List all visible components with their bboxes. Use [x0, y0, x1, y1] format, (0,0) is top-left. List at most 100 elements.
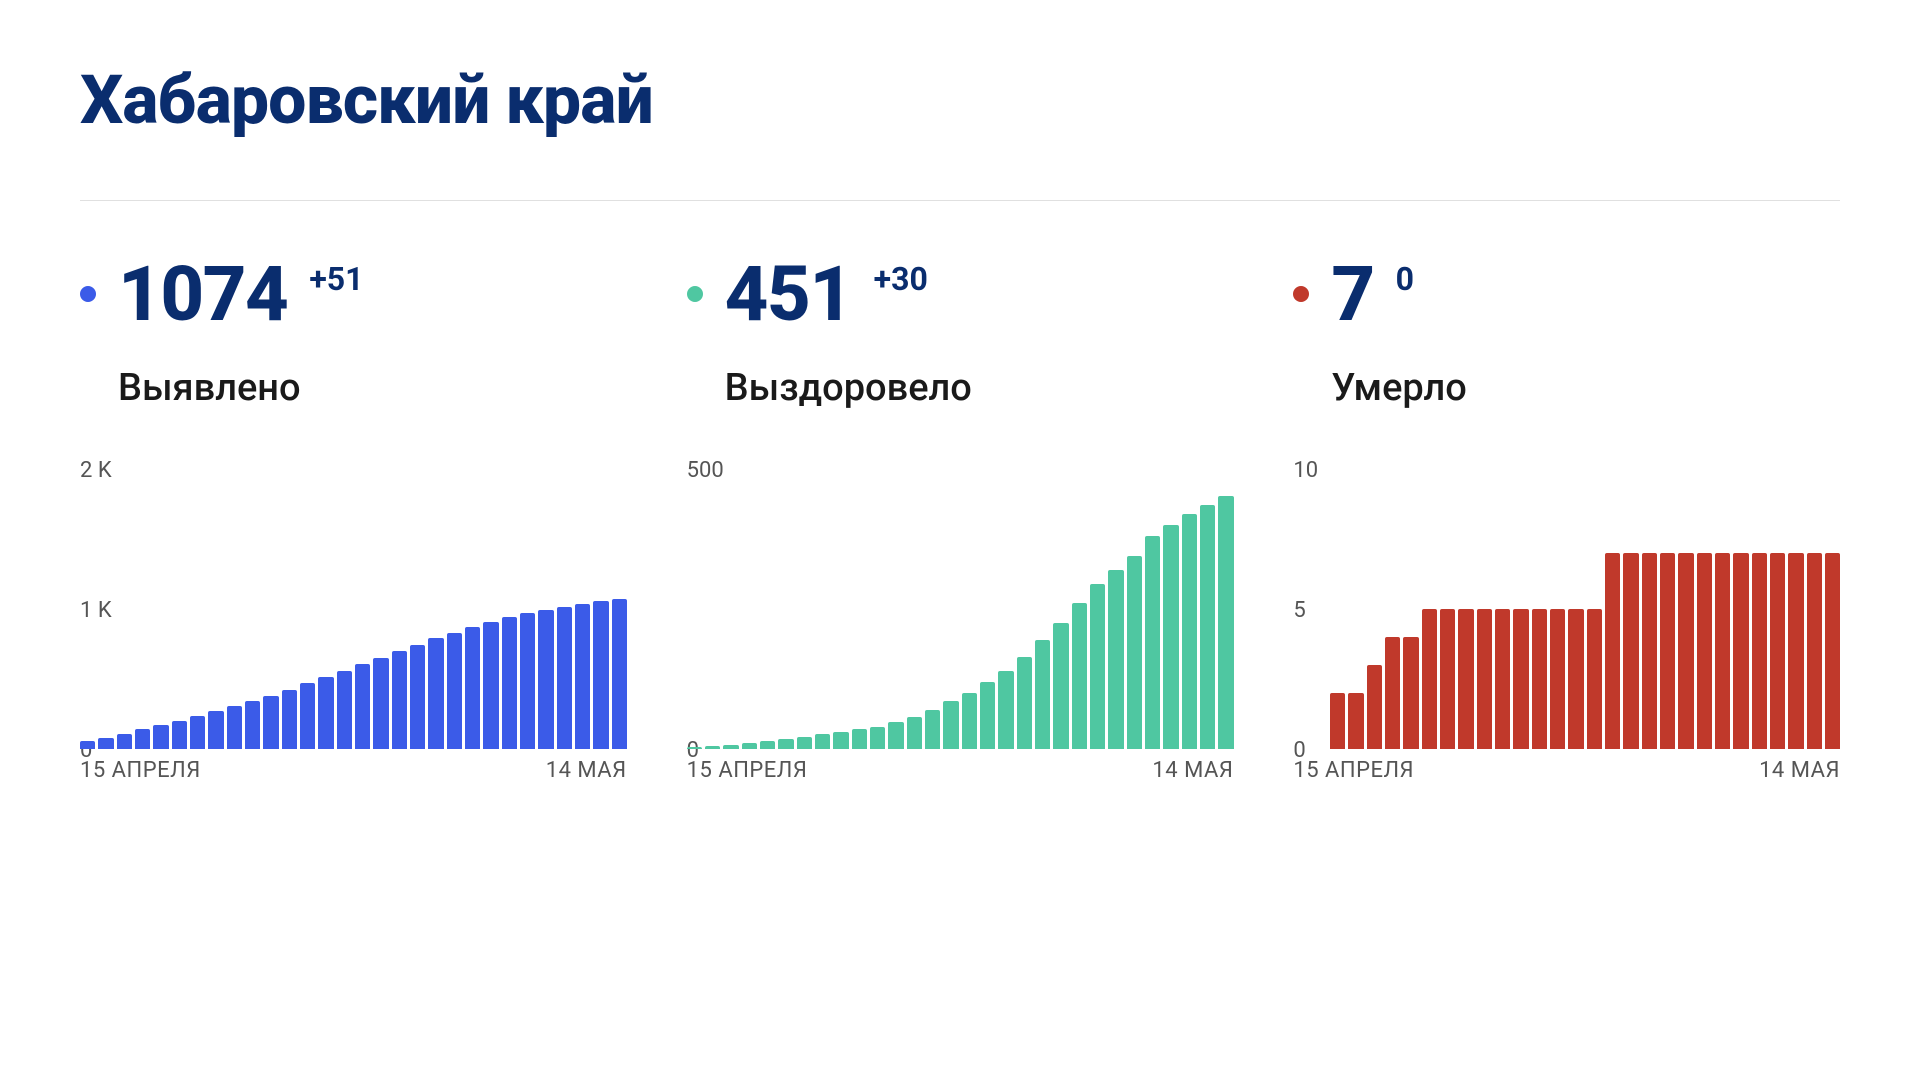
bar — [1090, 584, 1105, 749]
bar — [80, 741, 95, 749]
bar — [742, 743, 757, 749]
dot-icon — [80, 286, 96, 302]
bar — [593, 601, 608, 749]
chart-detected: 01 K2 K15 АПРЕЛЯ14 МАЯ — [80, 470, 627, 800]
metric-header: 451+30 — [687, 256, 1234, 332]
bar — [1697, 553, 1712, 749]
bar — [1660, 553, 1675, 749]
bar — [1367, 665, 1382, 749]
bar — [300, 683, 315, 749]
bar — [852, 729, 867, 749]
bar — [428, 638, 443, 749]
bar — [575, 604, 590, 749]
bar — [1550, 609, 1565, 749]
bar — [1440, 609, 1455, 749]
bar — [1605, 553, 1620, 749]
bar — [520, 613, 535, 749]
divider — [80, 200, 1840, 201]
bar — [797, 737, 812, 749]
bar — [447, 633, 462, 749]
bar — [760, 741, 775, 749]
dot-icon — [1293, 286, 1309, 302]
bar — [190, 716, 205, 749]
bar — [778, 739, 793, 749]
metric-label: Выявлено — [118, 366, 627, 410]
xaxis-end-label: 14 МАЯ — [1759, 758, 1840, 783]
xaxis: 15 АПРЕЛЯ 14 МАЯ — [687, 758, 1234, 783]
bar — [1807, 553, 1822, 749]
bar — [1770, 553, 1785, 749]
metrics-row: 1074 +51 Выявлено 01 K2 K15 АПРЕЛЯ14 МАЯ 451… — [80, 256, 1840, 800]
xaxis-end-label: 14 МАЯ — [546, 758, 627, 783]
bar — [1127, 556, 1142, 749]
metric-value: 7 — [1331, 256, 1373, 332]
bar — [98, 738, 113, 749]
bar — [1477, 609, 1492, 749]
bar — [962, 693, 977, 749]
bar — [925, 710, 940, 749]
metric-header: 1074 +51 — [80, 256, 627, 332]
bar — [1495, 609, 1510, 749]
bar — [1568, 609, 1583, 749]
chart-bars — [80, 470, 627, 750]
bar — [1218, 496, 1233, 749]
metric-value: 1074 — [118, 256, 287, 332]
metric-label: Умерло — [1331, 366, 1840, 410]
xaxis: 15 АПРЕЛЯ 14 МАЯ — [1293, 758, 1840, 783]
bar — [705, 746, 720, 749]
bar — [502, 617, 517, 749]
bar — [815, 734, 830, 749]
bar — [1678, 553, 1693, 749]
bar — [1108, 570, 1123, 749]
bar — [1200, 505, 1215, 749]
bar — [687, 747, 702, 749]
bar — [172, 721, 187, 749]
bar — [263, 696, 278, 749]
bar — [538, 610, 553, 749]
metric-delta: 0 — [1396, 260, 1414, 298]
metric-delta: +51 — [309, 260, 363, 298]
bar — [1642, 553, 1657, 749]
bar — [723, 745, 738, 749]
chart-deaths: 051015 АПРЕЛЯ14 МАЯ — [1293, 470, 1840, 800]
bar — [1053, 623, 1068, 749]
xaxis-start-label: 15 АПРЕЛЯ — [1293, 758, 1414, 783]
bar — [943, 701, 958, 749]
bar — [1422, 609, 1437, 749]
bar — [612, 599, 627, 749]
bar — [465, 627, 480, 749]
bar — [1733, 553, 1748, 749]
metric-header: 70 — [1293, 256, 1840, 332]
bar — [1458, 609, 1473, 749]
bar — [483, 622, 498, 749]
bar — [227, 706, 242, 749]
bar — [1385, 637, 1400, 749]
metric-label: Выздоровело — [725, 366, 1234, 410]
xaxis-start-label: 15 АПРЕЛЯ — [687, 758, 808, 783]
metric-panel-recovered: 451+30Выздоровело050015 АПРЕЛЯ14 МАЯ — [687, 256, 1234, 800]
bar — [373, 658, 388, 749]
bar — [135, 729, 150, 749]
bar — [1163, 525, 1178, 749]
bar — [1017, 657, 1032, 749]
metric-panel-deaths: 70Умерло051015 АПРЕЛЯ14 МАЯ — [1293, 256, 1840, 800]
bar — [355, 664, 370, 749]
page-title: Хабаровский край — [80, 60, 1840, 140]
bar — [1623, 553, 1638, 749]
bar — [1182, 514, 1197, 749]
bar — [1348, 693, 1363, 749]
bar — [870, 727, 885, 749]
bar — [1072, 603, 1087, 749]
bar — [1330, 693, 1345, 749]
bar — [282, 690, 297, 750]
bar — [833, 732, 848, 749]
bar — [998, 671, 1013, 749]
dot-icon — [687, 286, 703, 302]
bar — [337, 671, 352, 749]
xaxis: 15 АПРЕЛЯ14 МАЯ — [80, 758, 627, 783]
bar — [392, 651, 407, 749]
bar — [1587, 609, 1602, 749]
bar — [410, 645, 425, 749]
xaxis-end-label: 14 МАЯ — [1152, 758, 1233, 783]
chart-recovered: 050015 АПРЕЛЯ14 МАЯ — [687, 470, 1234, 800]
